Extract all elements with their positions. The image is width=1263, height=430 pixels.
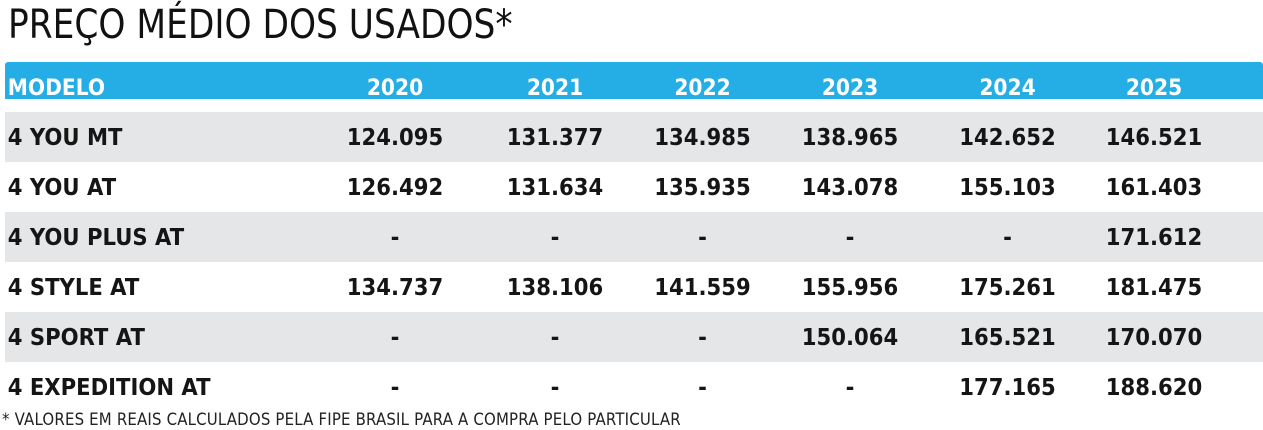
price-cell: 161.403 <box>1105 175 1203 201</box>
price-cell: - <box>698 375 707 401</box>
page-title: PREÇO MÉDIO DOS USADOS* <box>8 2 513 48</box>
price-cell: 131.377 <box>506 125 604 151</box>
table-row: 4 EXPEDITION AT - - - - 177.165 188.620 <box>5 362 1263 412</box>
price-cell: 165.521 <box>959 325 1056 351</box>
table-row: 4 YOU AT 126.492 131.634 135.935 143.078… <box>5 162 1263 212</box>
price-cell: - <box>550 325 560 351</box>
price-cell: 126.492 <box>346 175 444 201</box>
table-row: 4 YOU PLUS AT - - - - - 171.612 <box>5 212 1263 262</box>
price-cell: 134.985 <box>654 125 751 151</box>
header-cell-2024: 2024 <box>979 76 1036 101</box>
price-cell: 134.737 <box>346 275 444 301</box>
price-cell: 141.559 <box>654 275 751 301</box>
price-cell: - <box>550 225 560 251</box>
price-cell: 155.103 <box>959 175 1056 201</box>
table-row: 4 YOU MT 124.095 131.377 134.985 138.965… <box>5 112 1263 162</box>
price-cell: 177.165 <box>959 375 1056 401</box>
row-model: 4 YOU PLUS AT <box>7 225 185 251</box>
header-cell-2020: 2020 <box>366 76 424 101</box>
price-cell: 155.956 <box>801 275 899 301</box>
price-cell: - <box>698 225 707 251</box>
header-cell-2023: 2023 <box>821 76 879 101</box>
price-cell: 170.070 <box>1105 325 1203 351</box>
row-model: 4 SPORT AT <box>7 325 145 351</box>
header-cell-2025: 2025 <box>1125 76 1183 101</box>
price-cell: - <box>698 325 707 351</box>
header-cell-2022: 2022 <box>674 76 731 101</box>
row-model: 4 STYLE AT <box>7 275 140 301</box>
price-cell: 142.652 <box>959 125 1056 151</box>
table-row: 4 STYLE AT 134.737 138.106 141.559 155.9… <box>5 262 1263 312</box>
row-model: 4 YOU MT <box>7 125 123 151</box>
price-cell: 146.521 <box>1105 125 1203 151</box>
price-cell: 131.634 <box>506 175 604 201</box>
price-cell: - <box>390 375 400 401</box>
price-cell: - <box>550 375 560 401</box>
price-cell: - <box>845 375 855 401</box>
price-cell: 188.620 <box>1105 375 1203 401</box>
row-model: 4 YOU AT <box>7 175 117 201</box>
price-cell: - <box>390 325 400 351</box>
price-cell: - <box>845 225 855 251</box>
price-cell: 150.064 <box>801 325 899 351</box>
price-cell: 171.612 <box>1105 225 1203 251</box>
table-row: 4 SPORT AT - - - 150.064 165.521 170.070 <box>5 312 1263 362</box>
row-model: 4 EXPEDITION AT <box>7 375 211 401</box>
header-cell-2021: 2021 <box>526 76 584 101</box>
price-cell: 124.095 <box>346 125 444 151</box>
footnote: * VALORES EM REAIS CALCULADOS PELA FIPE … <box>2 410 681 430</box>
price-cell: 138.106 <box>506 275 604 301</box>
price-cell: 138.965 <box>801 125 899 151</box>
price-cell: 135.935 <box>654 175 751 201</box>
price-cell: 143.078 <box>801 175 899 201</box>
price-cell: - <box>1003 225 1012 251</box>
price-cell: 175.261 <box>959 275 1056 301</box>
price-table: MODELO 2020 2021 2022 2023 2024 2025 4 Y… <box>5 62 1263 412</box>
price-cell: - <box>390 225 400 251</box>
price-cell: 181.475 <box>1105 275 1203 301</box>
table-header: MODELO 2020 2021 2022 2023 2024 2025 <box>5 62 1263 101</box>
header-cell-model: MODELO <box>7 76 106 101</box>
